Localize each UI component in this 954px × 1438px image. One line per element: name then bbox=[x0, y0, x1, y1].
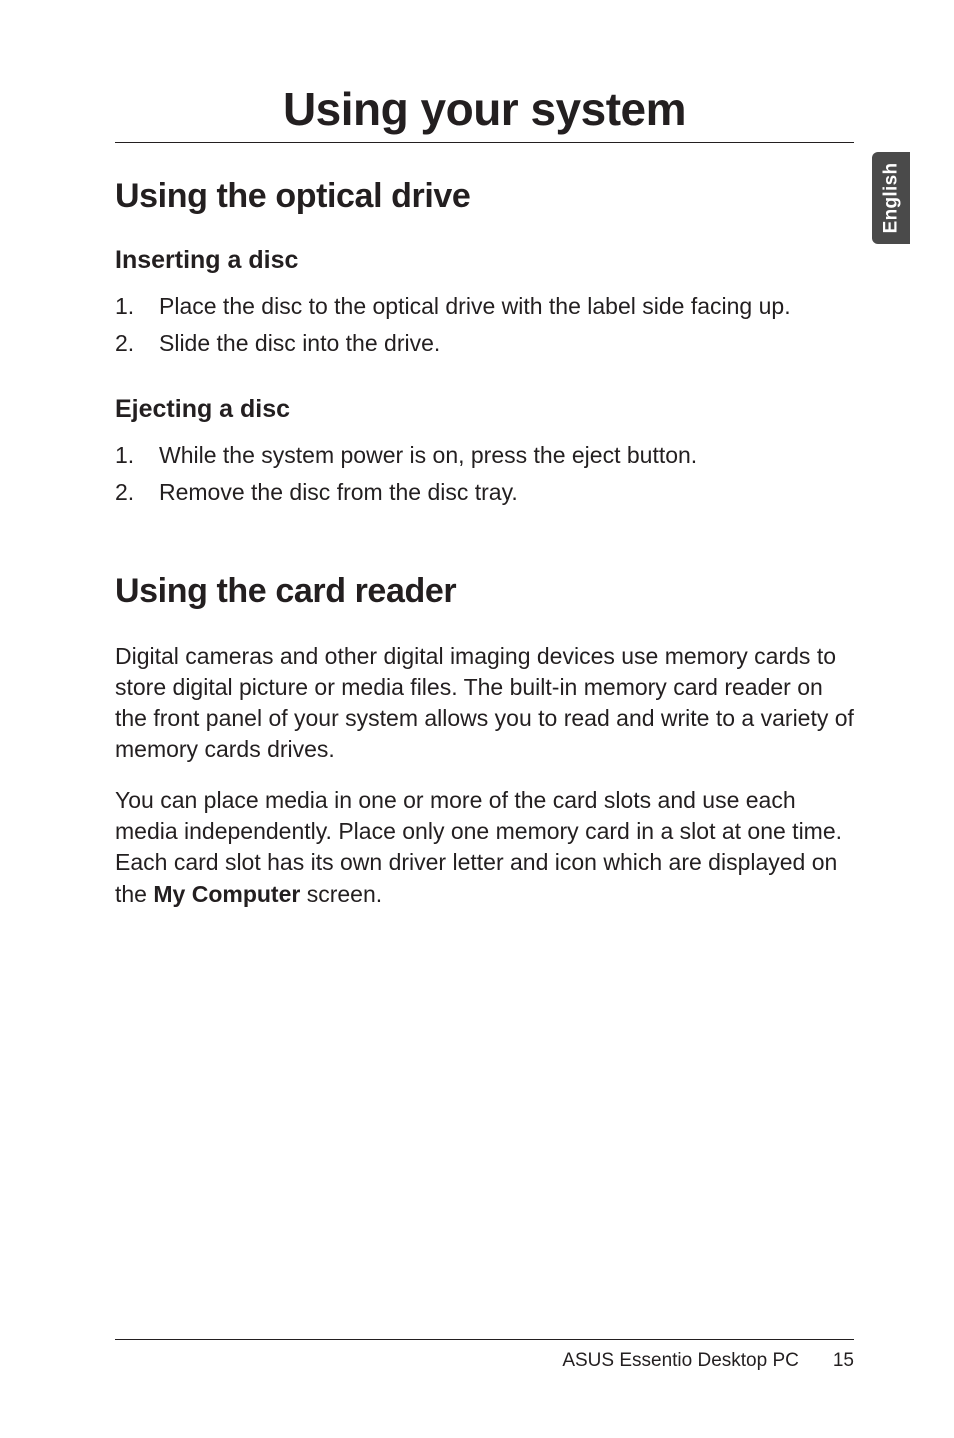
step-number: 2. bbox=[115, 328, 159, 359]
language-tab-label: English bbox=[880, 163, 902, 234]
list-item: 1. While the system power is on, press t… bbox=[115, 440, 854, 471]
footer-page-number: 15 bbox=[833, 1350, 854, 1372]
body-paragraph: You can place media in one or more of th… bbox=[115, 785, 854, 909]
page-footer: ASUS Essentio Desktop PC 15 bbox=[0, 1339, 954, 1372]
footer-product: ASUS Essentio Desktop PC bbox=[562, 1350, 799, 1372]
list-item: 1. Place the disc to the optical drive w… bbox=[115, 291, 854, 322]
step-number: 1. bbox=[115, 440, 159, 471]
paragraph-text: screen. bbox=[300, 881, 382, 907]
subsection-heading: Inserting a disc bbox=[115, 246, 854, 275]
step-number: 1. bbox=[115, 291, 159, 322]
language-tab: English bbox=[872, 152, 910, 244]
body-paragraph: Digital cameras and other digital imagin… bbox=[115, 641, 854, 765]
footer-rule bbox=[115, 1339, 854, 1340]
step-text: Place the disc to the optical drive with… bbox=[159, 291, 854, 322]
step-text: Slide the disc into the drive. bbox=[159, 328, 854, 359]
steps-list: 1. Place the disc to the optical drive w… bbox=[115, 291, 854, 359]
list-item: 2. Slide the disc into the drive. bbox=[115, 328, 854, 359]
steps-list: 1. While the system power is on, press t… bbox=[115, 440, 854, 508]
section-heading: Using the optical drive bbox=[115, 177, 854, 216]
step-text: Remove the disc from the disc tray. bbox=[159, 477, 854, 508]
step-number: 2. bbox=[115, 477, 159, 508]
ui-term: My Computer bbox=[153, 881, 300, 907]
page-title: Using your system bbox=[115, 82, 854, 136]
list-item: 2. Remove the disc from the disc tray. bbox=[115, 477, 854, 508]
page: English Using your system Using the opti… bbox=[0, 0, 954, 1438]
subsection-heading: Ejecting a disc bbox=[115, 395, 854, 424]
step-text: While the system power is on, press the … bbox=[159, 440, 854, 471]
section-heading: Using the card reader bbox=[115, 572, 854, 611]
title-rule bbox=[115, 142, 854, 143]
